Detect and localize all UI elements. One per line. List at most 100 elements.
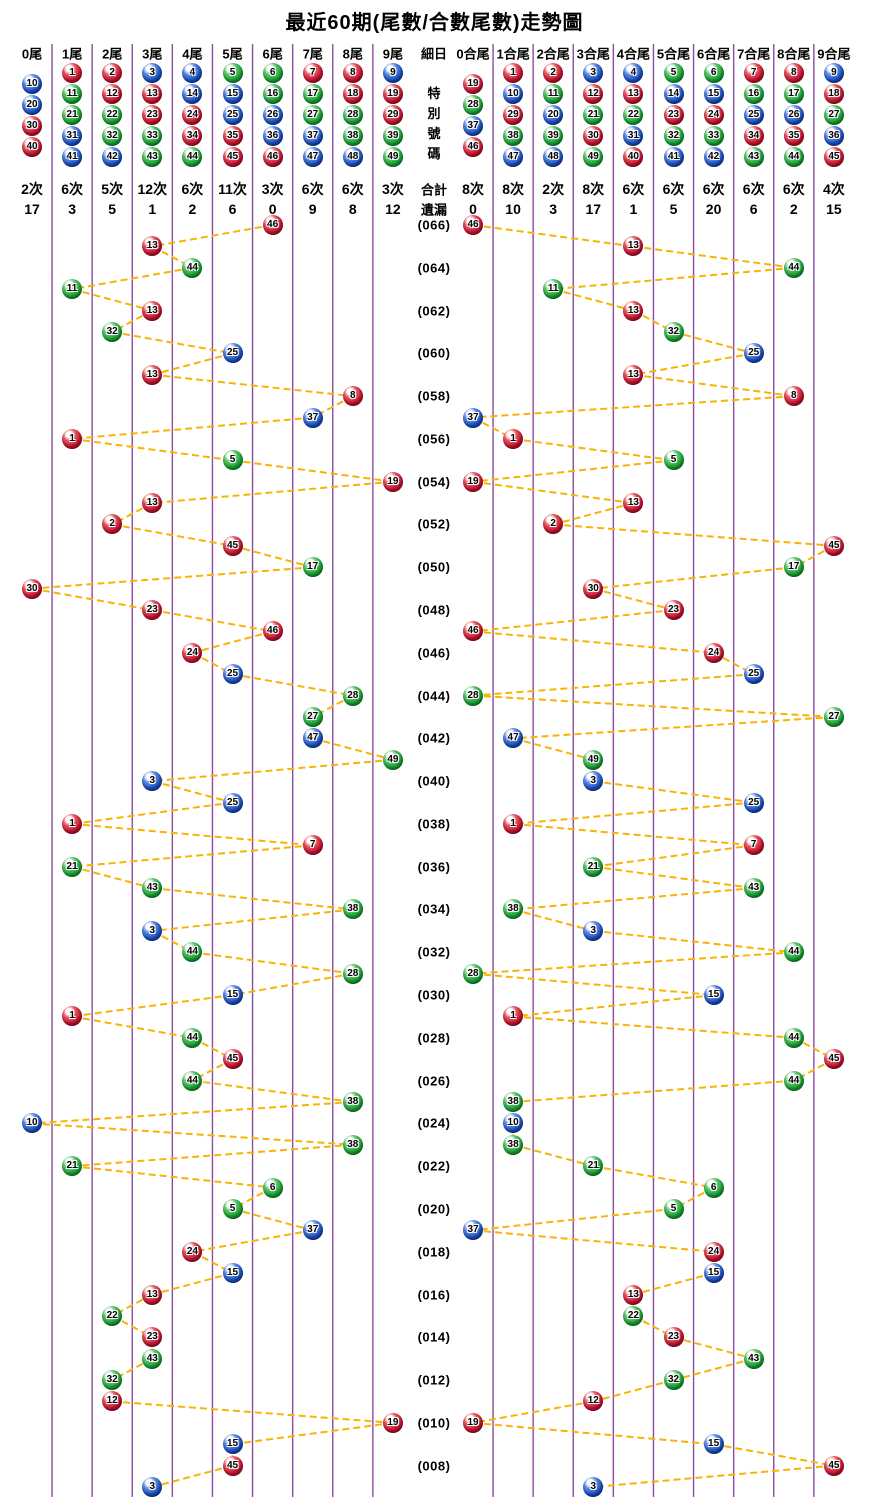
connector-line bbox=[152, 480, 393, 505]
legend-ball-10: 10 bbox=[503, 84, 524, 104]
connector-line bbox=[31, 587, 153, 612]
legend-ball-25: 25 bbox=[743, 105, 764, 125]
miss-2合尾: 3 bbox=[549, 201, 558, 217]
legend-ball-26: 26 bbox=[783, 105, 804, 125]
draw-ball-sumtail-37: 37 bbox=[463, 1220, 483, 1241]
period-label: (066) bbox=[417, 217, 451, 233]
draw-ball-sumtail-13: 13 bbox=[623, 364, 644, 385]
legend-ball-46: 46 bbox=[262, 147, 283, 167]
draw-ball-sumtail-28: 28 bbox=[463, 963, 483, 984]
legend-ball-38: 38 bbox=[503, 126, 524, 146]
draw-ball-tail-5: 5 bbox=[222, 1198, 243, 1219]
legend-ball-32: 32 bbox=[102, 126, 123, 146]
draw-ball-sumtail-12: 12 bbox=[583, 1391, 604, 1412]
connector-line bbox=[512, 1143, 594, 1168]
draw-ball-tail-21: 21 bbox=[62, 1156, 83, 1177]
draw-ball-tail-25: 25 bbox=[222, 664, 243, 685]
miss-6合尾: 20 bbox=[705, 201, 722, 217]
draw-ball-sumtail-23: 23 bbox=[663, 600, 684, 621]
period-label: (060) bbox=[417, 345, 451, 361]
legend-ball-24: 24 bbox=[182, 105, 203, 125]
column-header-6合尾: 6合尾 bbox=[696, 46, 731, 62]
count-7尾: 6次 bbox=[301, 181, 324, 197]
draw-ball-sumtail-44: 44 bbox=[783, 942, 804, 963]
draw-ball-tail-47: 47 bbox=[302, 728, 323, 749]
connector-line bbox=[152, 758, 393, 783]
legend-ball-18: 18 bbox=[823, 84, 844, 104]
draw-ball-sumtail-3: 3 bbox=[583, 1477, 604, 1497]
period-label: (028) bbox=[417, 1030, 451, 1046]
connector-line bbox=[552, 288, 634, 312]
legend-ball-16: 16 bbox=[743, 84, 764, 104]
legend-ball-10: 10 bbox=[22, 74, 42, 94]
draw-ball-sumtail-46: 46 bbox=[463, 621, 483, 642]
draw-ball-sumtail-1: 1 bbox=[503, 428, 524, 449]
legend-ball-23: 23 bbox=[142, 105, 163, 125]
count-6尾: 3次 bbox=[261, 181, 284, 197]
draw-ball-sumtail-7: 7 bbox=[743, 835, 764, 856]
draw-ball-sumtail-13: 13 bbox=[623, 1284, 644, 1305]
draw-ball-tail-25: 25 bbox=[222, 343, 243, 364]
count-7合尾: 6次 bbox=[742, 181, 765, 197]
period-label: (010) bbox=[417, 1415, 451, 1431]
legend-ball-23: 23 bbox=[663, 105, 684, 125]
miss-4尾: 2 bbox=[188, 201, 197, 217]
legend-ball-16: 16 bbox=[262, 84, 283, 104]
column-header-7尾: 7尾 bbox=[302, 46, 323, 62]
draw-ball-tail-43: 43 bbox=[142, 878, 163, 899]
legend-ball-12: 12 bbox=[102, 84, 123, 104]
legend-ball-13: 13 bbox=[142, 84, 163, 104]
draw-ball-sumtail-24: 24 bbox=[703, 1241, 724, 1262]
draw-ball-sumtail-43: 43 bbox=[743, 1348, 764, 1369]
legend-ball-45: 45 bbox=[222, 147, 243, 167]
column-header-7合尾: 7合尾 bbox=[737, 46, 771, 62]
legend-ball-6: 6 bbox=[703, 63, 724, 83]
draw-ball-tail-13: 13 bbox=[142, 300, 163, 321]
connector-line bbox=[512, 908, 594, 932]
total-label: 合計 bbox=[420, 182, 448, 198]
legend-ball-37: 37 bbox=[463, 116, 483, 136]
connector-line bbox=[713, 1443, 835, 1467]
period-label: (062) bbox=[417, 303, 451, 319]
connector-line bbox=[472, 673, 754, 697]
draw-ball-sumtail-1: 1 bbox=[503, 1006, 524, 1027]
connector-line bbox=[152, 224, 273, 248]
legend-ball-44: 44 bbox=[182, 147, 203, 167]
draw-ball-sumtail-13: 13 bbox=[623, 300, 644, 321]
legend-ball-49: 49 bbox=[382, 147, 403, 167]
legend-ball-5: 5 bbox=[663, 63, 684, 83]
draw-ball-tail-32: 32 bbox=[102, 1370, 123, 1391]
connector-line bbox=[512, 994, 714, 1018]
legend-ball-14: 14 bbox=[182, 84, 203, 104]
draw-ball-sumtail-19: 19 bbox=[463, 471, 483, 492]
period-label: (058) bbox=[417, 388, 451, 404]
period-label: (032) bbox=[417, 944, 451, 960]
draw-ball-sumtail-21: 21 bbox=[583, 1156, 604, 1177]
connector-line bbox=[633, 1272, 714, 1296]
connector-line bbox=[553, 266, 794, 291]
connector-line bbox=[72, 416, 313, 440]
draw-ball-tail-22: 22 bbox=[102, 1305, 123, 1326]
connector-line bbox=[593, 566, 794, 590]
draw-ball-tail-15: 15 bbox=[222, 1263, 243, 1284]
draw-ball-sumtail-6: 6 bbox=[703, 1177, 724, 1198]
connector-line bbox=[472, 694, 834, 718]
count-0合尾: 8次 bbox=[462, 181, 484, 197]
connector-line bbox=[593, 865, 754, 890]
connector-line bbox=[673, 330, 754, 355]
connector-line bbox=[192, 951, 353, 975]
connector-line bbox=[552, 502, 634, 526]
draw-ball-sumtail-15: 15 bbox=[703, 985, 724, 1006]
connector-line bbox=[472, 609, 674, 633]
legend-ball-13: 13 bbox=[623, 84, 644, 104]
legend-ball-36: 36 bbox=[262, 126, 283, 146]
draw-ball-sumtail-8: 8 bbox=[783, 386, 804, 407]
draw-ball-tail-19: 19 bbox=[382, 471, 403, 492]
draw-ball-tail-5: 5 bbox=[222, 450, 243, 471]
legend-ball-1: 1 bbox=[503, 63, 524, 83]
legend-ball-35: 35 bbox=[783, 126, 804, 146]
miss-0合尾: 0 bbox=[469, 201, 477, 217]
count-0尾: 2次 bbox=[21, 181, 43, 197]
connector-line bbox=[232, 1421, 394, 1446]
count-4尾: 6次 bbox=[181, 181, 204, 197]
